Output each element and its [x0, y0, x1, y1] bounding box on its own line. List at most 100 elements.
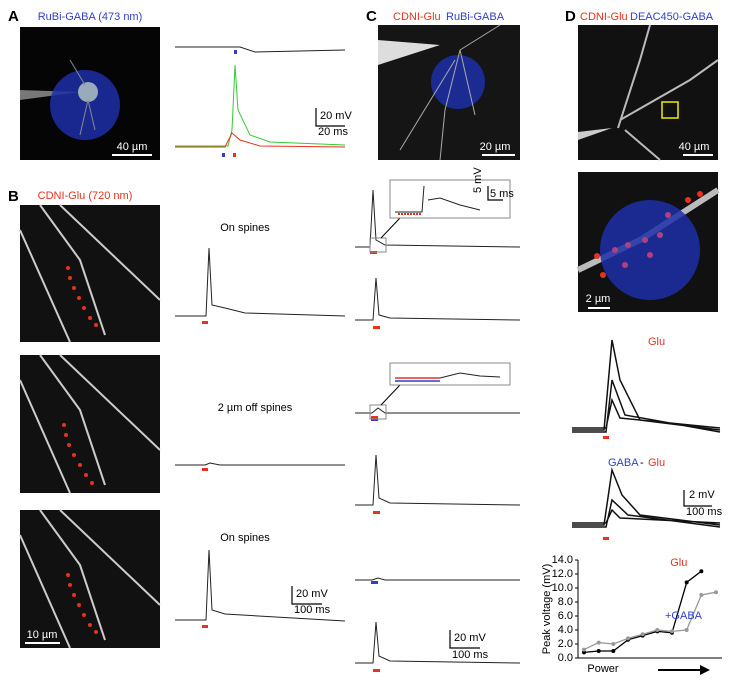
trace [355, 454, 521, 506]
scale-label: 2 µm [586, 293, 611, 305]
panel-label: B [8, 188, 19, 205]
image [20, 510, 160, 648]
y-tick-label: 10.0 [552, 582, 573, 594]
dendrite [617, 24, 719, 161]
inset [389, 362, 511, 386]
x-axis-label: Power [587, 663, 619, 675]
uncaging-points [612, 212, 671, 268]
point [655, 628, 660, 632]
point [684, 628, 689, 632]
trace [355, 189, 521, 248]
soma [78, 82, 98, 102]
trace-label: Glu [648, 457, 665, 469]
point [699, 569, 704, 574]
y-tick-label: 6.0 [558, 610, 573, 622]
panel-title: CDNI-Glu [580, 11, 628, 23]
scale-label: 100 ms [686, 506, 723, 518]
point [611, 649, 616, 653]
scale-bar [291, 586, 322, 605]
stim-mark [233, 153, 236, 157]
stim-mark [234, 50, 237, 54]
scale-label: 5 mV [472, 167, 484, 193]
trace [355, 407, 520, 414]
y-tick-label: 12.0 [552, 568, 573, 580]
panel-title: RuBi-GABA (473 nm) [38, 11, 143, 23]
point [596, 649, 601, 653]
series-label: +GABA [665, 610, 703, 622]
series-line [583, 591, 717, 651]
y-tick-label: 8.0 [558, 596, 573, 608]
panel-title: CDNI-Glu [393, 11, 441, 23]
trace [175, 247, 346, 317]
point [596, 640, 601, 645]
panel-title: DEAC450-GABA [630, 11, 714, 23]
stim-mark [202, 321, 208, 324]
y-tick-label: 4.0 [558, 624, 573, 636]
trace [355, 621, 521, 664]
inset-arrow [380, 217, 401, 239]
trace [175, 64, 346, 147]
scale-label: 20 ms [318, 126, 348, 138]
condition-label: On spines [220, 222, 270, 234]
trace [572, 467, 721, 528]
panel-label: D [565, 8, 576, 25]
pipette [578, 128, 612, 140]
trace [175, 46, 346, 53]
uncaging-points [594, 191, 703, 278]
power-arrow-head [700, 665, 710, 675]
dendrite [399, 24, 501, 161]
inset-arrow [380, 384, 401, 406]
uncaging-spot [431, 55, 485, 109]
inset-marker [369, 404, 387, 420]
point [582, 650, 586, 655]
stim-mark [222, 153, 225, 157]
scale-bar [315, 108, 345, 127]
scale-label: 10 µm [27, 629, 58, 641]
condition-label: 2 µm off spines [218, 402, 293, 414]
scale-bar [449, 630, 480, 649]
dendrite [69, 59, 96, 136]
trace [175, 462, 345, 466]
condition-label: On spines [220, 532, 270, 544]
image [20, 355, 160, 493]
scale-label: 40 µm [679, 141, 710, 153]
image-set [19, 204, 161, 649]
point [699, 593, 704, 597]
trace [355, 277, 521, 321]
trace [175, 132, 346, 148]
trace [572, 339, 721, 433]
scale-label: 20 mV [320, 110, 352, 122]
inset-marker [369, 237, 387, 253]
zoom-box [661, 101, 679, 119]
trace-label: Glu [648, 336, 665, 348]
scale-label: 5 ms [490, 188, 514, 200]
trace [355, 577, 520, 581]
scale-label: 40 µm [117, 141, 148, 153]
y-tick-label: 2.0 [558, 638, 573, 650]
panel-title: CDNI-Glu (720 nm) [38, 190, 133, 202]
image [20, 205, 160, 342]
uncaging-spot [600, 200, 700, 300]
scale-label: 20 mV [454, 632, 486, 644]
panel-label: A [8, 8, 19, 25]
uncaging-spot [50, 70, 120, 140]
scale-label: 20 µm [480, 141, 511, 153]
series-label: Glu [670, 557, 687, 569]
stim-mark [202, 625, 208, 628]
panel-title: RuBi-GABA [446, 11, 505, 23]
scale-bar [683, 490, 712, 507]
point [640, 632, 645, 637]
trace-label: GABA [608, 457, 639, 469]
stim-mark [202, 468, 208, 471]
scale-label: 2 mV [689, 489, 715, 501]
panel-label: C [366, 8, 377, 25]
trace [175, 549, 346, 622]
y-tick-label: 14.0 [552, 554, 573, 566]
trace [395, 185, 481, 213]
dendrite [19, 509, 161, 649]
y-tick-label: 0.0 [558, 652, 573, 664]
y-axis-label: Peak voltage (mV) [541, 564, 553, 654]
trace-label: - [640, 457, 644, 469]
